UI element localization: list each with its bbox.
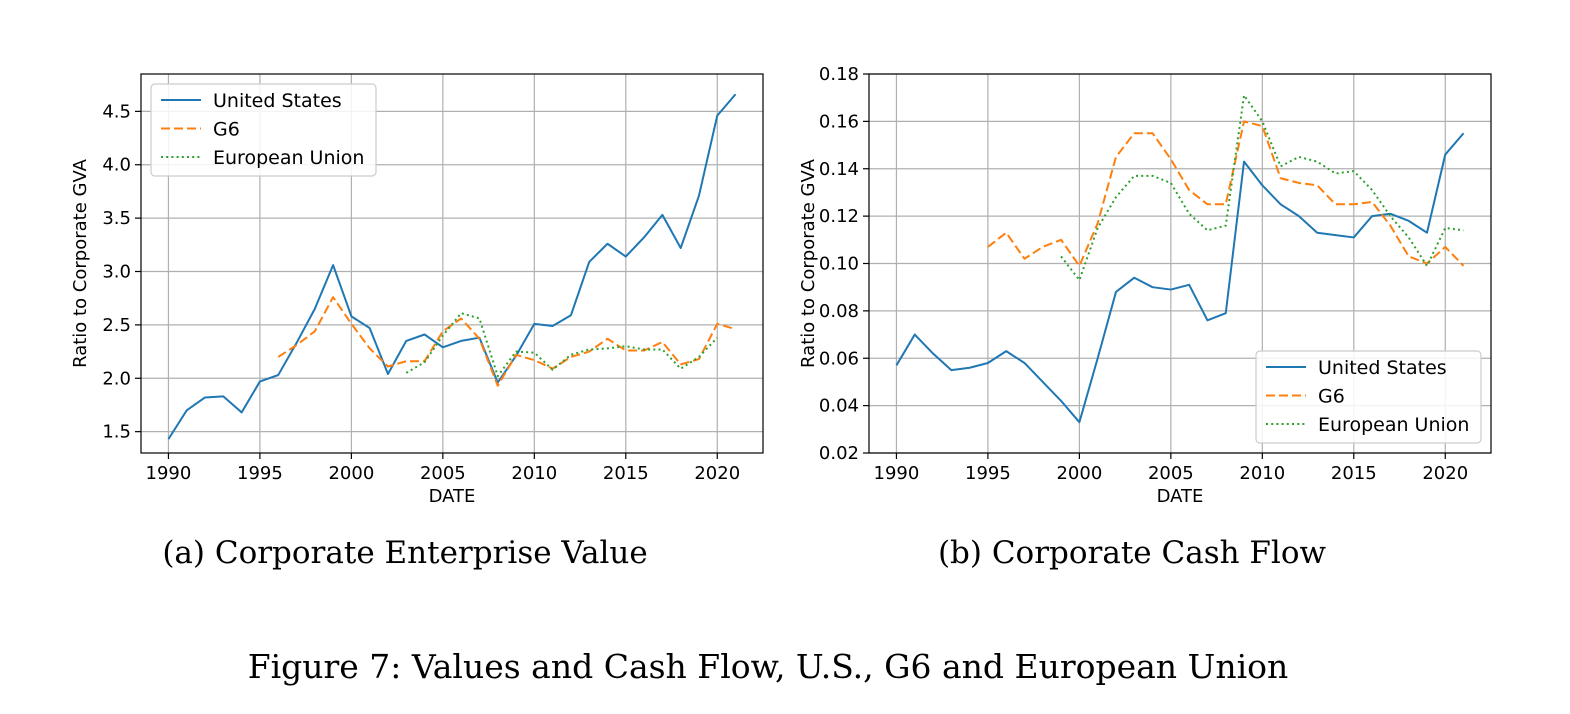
chart-b-legend: United States G6 European Union xyxy=(1255,350,1482,444)
figure-caption: Figure 7: Values and Cash Flow, U.S., G6… xyxy=(248,647,1289,686)
chart-a-legend: United States G6 European Union xyxy=(150,83,377,177)
chart-b-ytick-label-4: 0.10 xyxy=(819,254,859,275)
chart-b-legend-label-0: United States xyxy=(1318,357,1447,379)
chart-a-xtick-label-2020: 2020 xyxy=(694,463,740,484)
chart-b-xtick-label-2005: 2005 xyxy=(1148,463,1194,484)
chart-a-ytick-label-1: 2.0 xyxy=(102,368,131,389)
chart-b-ytick-label-0: 0.02 xyxy=(819,443,859,464)
chart-a-ytick-label-5: 4.0 xyxy=(102,155,131,176)
chart-a-legend-box xyxy=(150,83,377,177)
chart-a-ylabel: Ratio to Corporate GVA xyxy=(70,158,91,368)
chart-b-ytick-label-1: 0.04 xyxy=(819,396,859,417)
chart-b-ylabel: Ratio to Corporate GVA xyxy=(798,158,819,368)
chart-b-ytick-label-2: 0.06 xyxy=(819,348,859,369)
chart-b-xtick-label-1995: 1995 xyxy=(965,463,1011,484)
chart-b-xtick-label-2010: 2010 xyxy=(1239,463,1285,484)
chart-a-xtick-label-2005: 2005 xyxy=(420,463,466,484)
caption-a: (a) Corporate Enterprise Value xyxy=(162,535,647,571)
caption-b: (b) Corporate Cash Flow xyxy=(938,535,1327,571)
chart-b-legend-box xyxy=(1255,350,1482,444)
chart-a-legend-label-0: United States xyxy=(213,90,342,112)
chart-a-ytick-label-2: 2.5 xyxy=(102,315,131,336)
chart-b-ytick-label-5: 0.12 xyxy=(819,206,859,227)
chart-b-series-european-union xyxy=(1060,94,1464,282)
chart-a-series-united-states xyxy=(167,93,737,440)
chart-b-series-united-states xyxy=(895,132,1465,424)
chart-b-xlabel: DATE xyxy=(1157,486,1204,507)
chart-b-ytick-label-7: 0.16 xyxy=(819,111,859,132)
chart-a-series-g6 xyxy=(277,296,736,387)
chart-b-xtick-label-2015: 2015 xyxy=(1331,463,1377,484)
chart-a-xtick-label-2010: 2010 xyxy=(511,463,557,484)
chart-a-ytick-label-6: 4.5 xyxy=(102,101,131,122)
chart-a-xtick-label-2015: 2015 xyxy=(603,463,649,484)
chart-b-ytick-label-3: 0.08 xyxy=(819,301,859,322)
chart-a-xlabel: DATE xyxy=(429,486,476,507)
panel-b-corporate-cash-flow: 1990 1995 2000 2005 2010 2015 2020 0.02 0.04 0.06… xyxy=(798,64,1492,507)
chart-a-ytick-label-3: 3.0 xyxy=(102,262,131,283)
chart-a-xtick-label-2000: 2000 xyxy=(328,463,374,484)
chart-b-ytick-label-8: 0.18 xyxy=(819,64,859,85)
chart-b-ytick-label-6: 0.14 xyxy=(819,159,859,180)
chart-a-axes-frame xyxy=(140,73,764,454)
chart-b-xtick-label-1990: 1990 xyxy=(874,463,920,484)
chart-b-xtick-label-2020: 2020 xyxy=(1422,463,1468,484)
chart-a-ytick-label-4: 3.5 xyxy=(102,208,131,229)
chart-b-xtick-label-2000: 2000 xyxy=(1056,463,1102,484)
chart-b-legend-label-1: G6 xyxy=(1318,386,1345,408)
chart-b-legend-label-2: European Union xyxy=(1318,414,1469,436)
chart-a-xtick-label-1995: 1995 xyxy=(237,463,283,484)
panel-a-corporate-enterprise-value: 1990 1995 2000 2005 2010 2015 2020 1.5 2.0 2.5 3.0… xyxy=(70,73,764,507)
chart-a-legend-label-1: G6 xyxy=(213,119,240,141)
chart-a-ytick-label-0: 1.5 xyxy=(102,422,131,443)
chart-a-xtick-label-1990: 1990 xyxy=(146,463,192,484)
chart-b-series-g6 xyxy=(987,120,1465,267)
chart-a-legend-label-2: European Union xyxy=(213,147,364,169)
